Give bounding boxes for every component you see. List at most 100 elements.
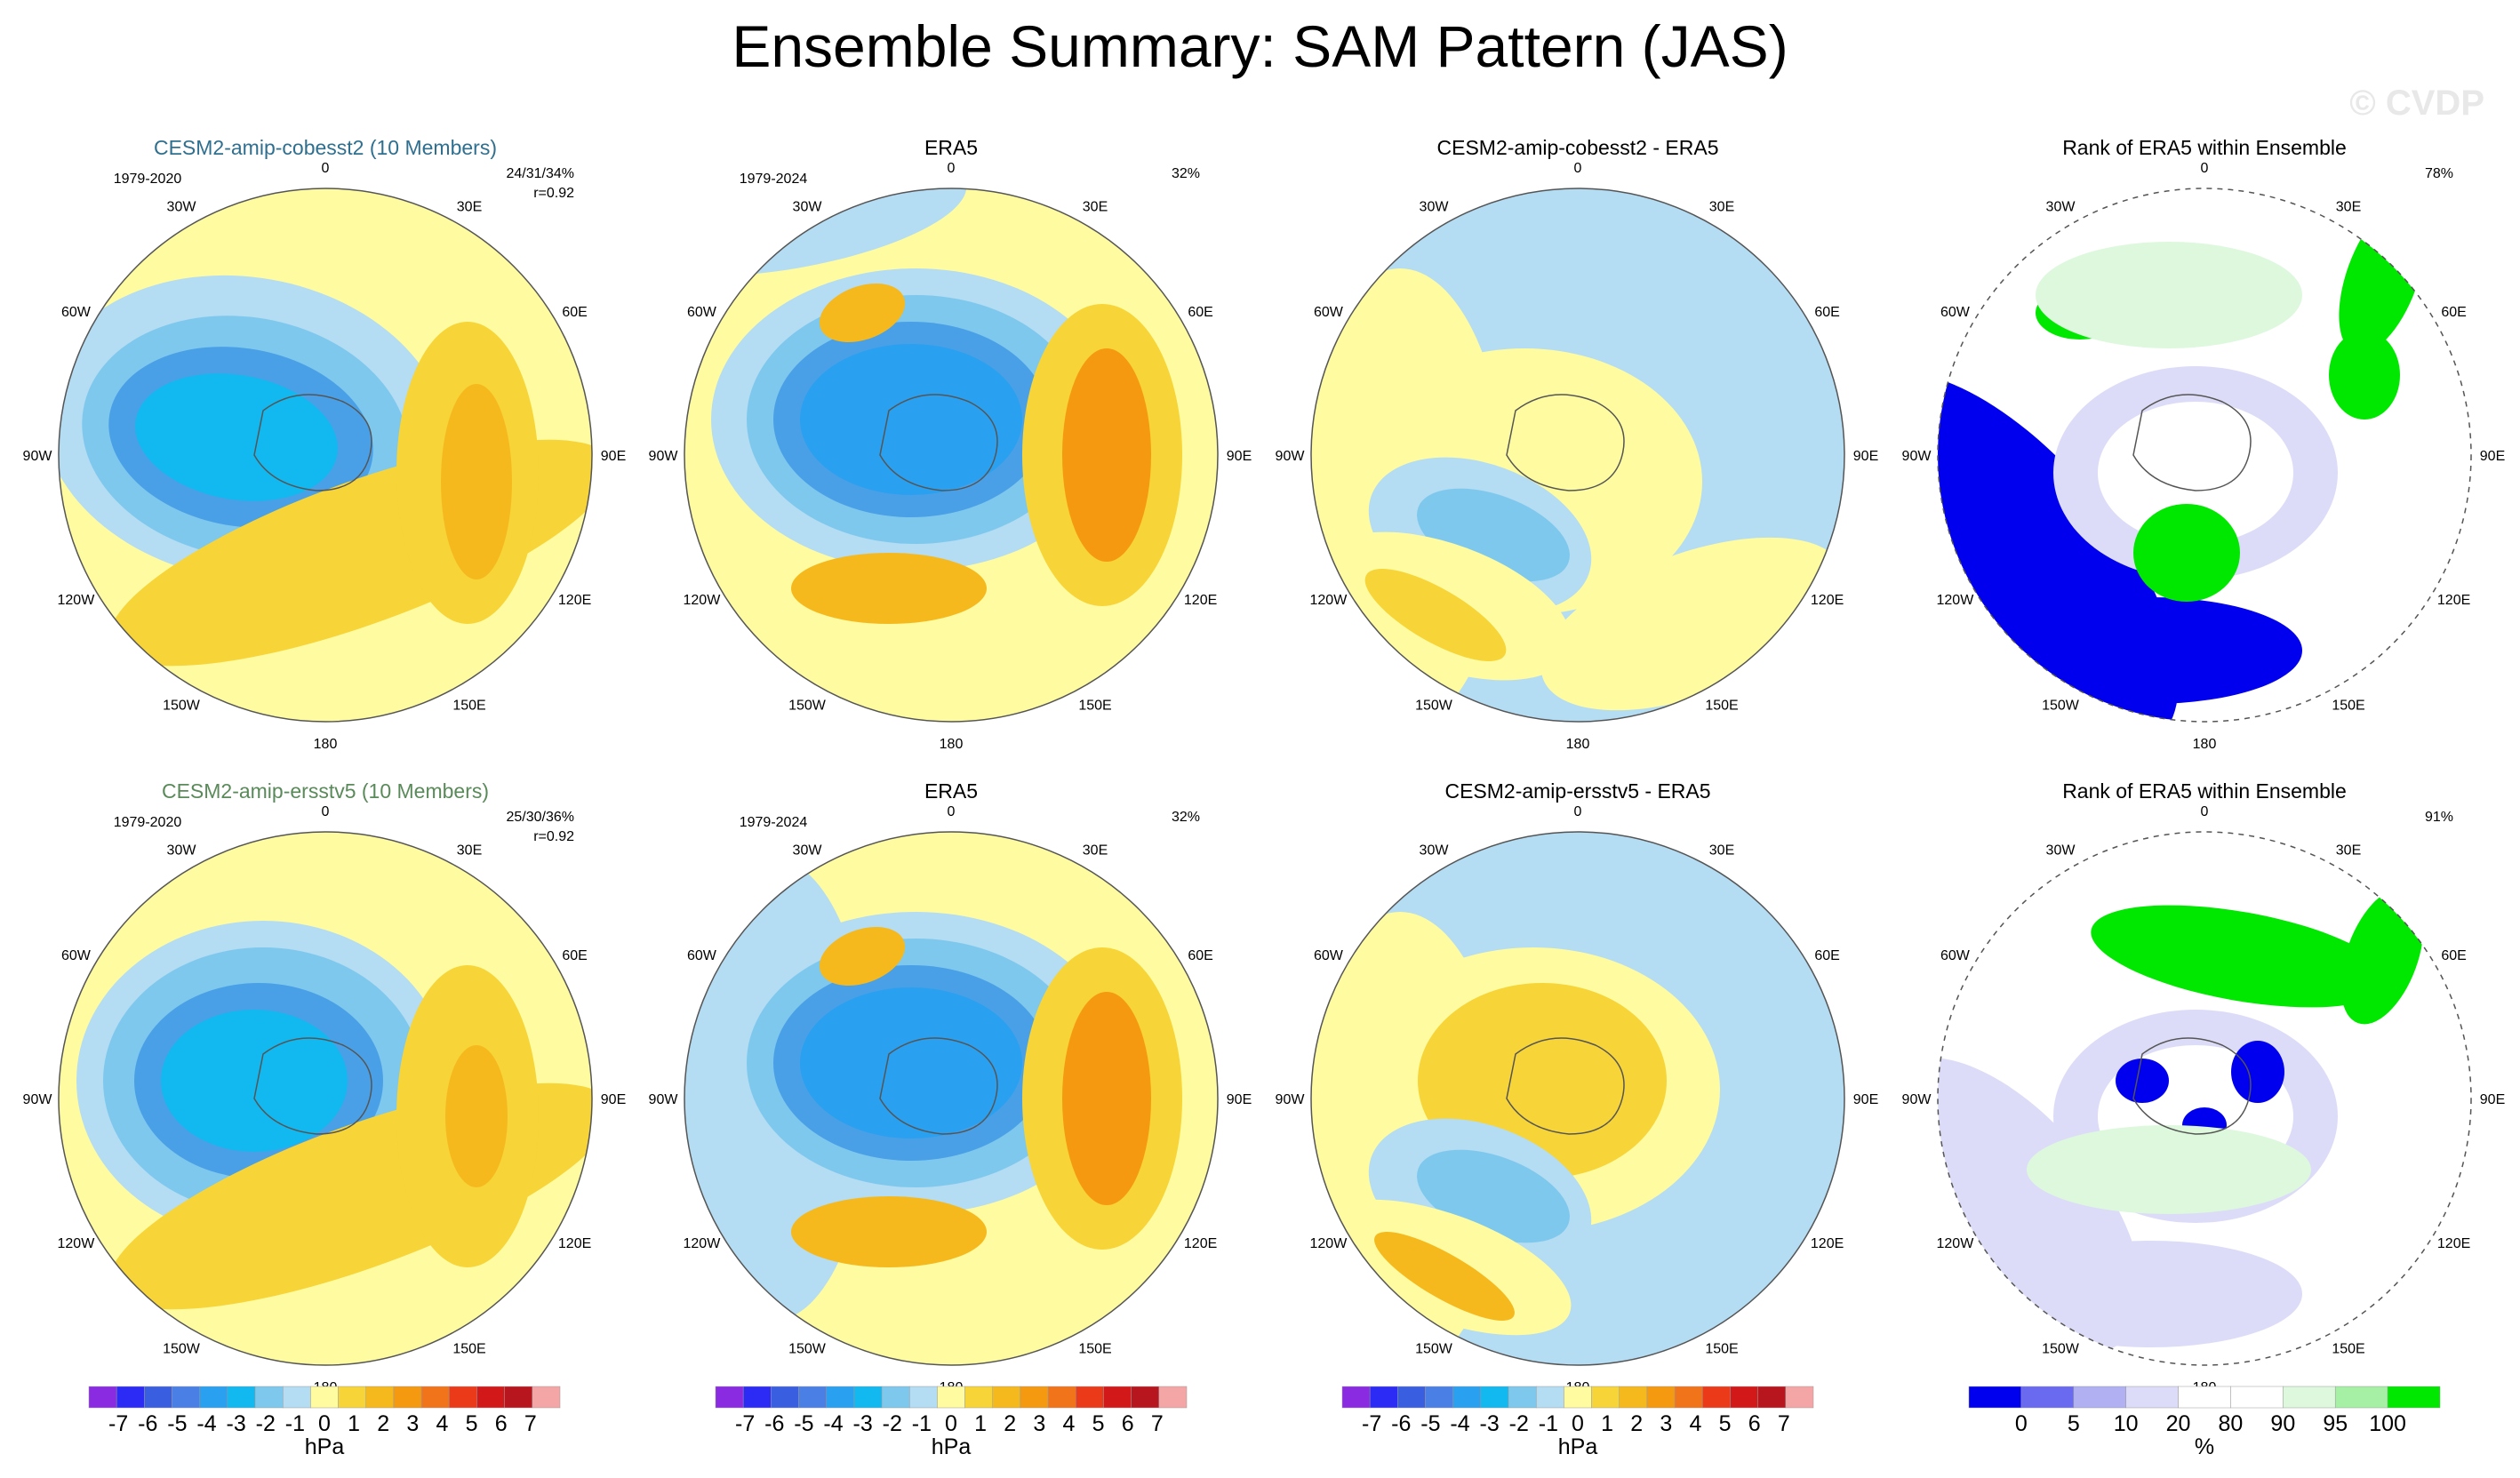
lon-label: 60W: [1314, 305, 1344, 320]
panel-years: 1979-2020: [114, 172, 182, 187]
lon-label: 120W: [684, 1236, 722, 1251]
panel-percent: 78%: [2425, 166, 2453, 181]
colorbar-tick-label: -5: [1420, 1411, 1440, 1436]
map-panel-r2c4: 030E60E90E120E150E180150W120W90W60W30WRa…: [1902, 779, 2506, 1395]
colorbar-swatch: [476, 1386, 505, 1409]
colorbar-swatch: [2334, 1386, 2388, 1409]
lon-label: 30W: [167, 843, 197, 858]
colorbar-swatch: [1968, 1386, 2022, 1409]
lon-label: 90W: [1276, 449, 1306, 464]
lon-label: 90W: [649, 449, 679, 464]
colorbar-tick-label: 0: [945, 1411, 957, 1436]
lon-label: 0: [1574, 804, 1582, 819]
lon-label: 180: [1566, 737, 1590, 752]
colorbar-swatch: [1757, 1386, 1787, 1409]
contour-region: [819, 927, 906, 986]
lon-label: 90W: [1902, 449, 1932, 464]
colorbar-tick-label: 95: [2323, 1411, 2348, 1436]
antarctica-coastline: [2132, 1037, 2252, 1135]
colorbar-swatch: [1591, 1386, 1620, 1409]
colorbar-tick-label: 7: [1151, 1411, 1164, 1436]
colorbar-swatch: [144, 1386, 172, 1409]
antarctica-coastline: [879, 1037, 998, 1135]
colorbar-tick-label: -1: [912, 1411, 932, 1436]
lon-label: 0: [2201, 804, 2209, 819]
colorbar-tick-label: 4: [1690, 1411, 1702, 1436]
map-boundary: [58, 831, 593, 1366]
colorbar-swatch: [853, 1386, 883, 1409]
colorbar-tick-label: -2: [1509, 1411, 1529, 1436]
colorbar-swatch: [1452, 1386, 1482, 1409]
colorbar-swatch: [1397, 1386, 1426, 1409]
colorbar-tick-label: 6: [495, 1411, 508, 1436]
panel-percent: 91%: [2425, 810, 2453, 825]
colorbar-tick-label: 7: [1778, 1411, 1790, 1436]
lon-label: 90E: [1853, 1092, 1878, 1107]
map-boundary: [1937, 188, 2472, 723]
contour-region: [1062, 992, 1151, 1205]
lon-label: 30W: [2046, 199, 2076, 214]
colorbar-swatch: [1730, 1386, 1758, 1409]
figure-title: Ensemble Summary: SAM Pattern (JAS): [732, 13, 1788, 79]
map-field: [684, 832, 1218, 1365]
colorbar-swatch: [365, 1386, 395, 1409]
map-boundary: [684, 188, 1219, 723]
map-boundary: [1937, 831, 2472, 1366]
colorbar-rank: 0 5 10 20 80 90 95 100%: [1968, 1386, 2441, 1459]
colorbar-tick-label: 1: [1601, 1411, 1613, 1436]
colorbar-swatch: [1047, 1386, 1076, 1409]
contour-region: [2000, 1241, 2302, 1347]
map-field: [1311, 188, 1844, 722]
colorbar-tick-label: 2: [1630, 1411, 1643, 1436]
lon-label: 120E: [558, 1236, 591, 1251]
colorbar-swatch: [1674, 1386, 1703, 1409]
lon-label: 90W: [23, 449, 53, 464]
colorbar-tick-label: 0: [318, 1411, 331, 1436]
lon-label: 150W: [788, 699, 827, 714]
contour-region: [1374, 1232, 1515, 1321]
panel-correlation: r=0.92: [533, 829, 574, 844]
lon-label: 120E: [2437, 593, 2470, 608]
panel-percent: 25/30/36%: [506, 810, 574, 825]
colorbar-swatch: [798, 1386, 827, 1409]
colorbar-tick-label: 3: [1033, 1411, 1045, 1436]
lon-label: 30E: [2336, 843, 2361, 858]
lon-label: 150W: [163, 1342, 201, 1357]
lon-label: 150E: [1078, 1342, 1111, 1357]
colorbar-tick-label: 6: [1122, 1411, 1134, 1436]
colorbar-swatch: [1564, 1386, 1592, 1409]
contour-region: [2116, 1059, 2169, 1103]
colorbar-tick-label: -6: [1391, 1411, 1411, 1436]
colorbar-swatch: [227, 1386, 256, 1409]
colorbar-hpa-3: -7 -6 -5 -4 -3 -2 -1 0 1 2 3 4 5 6 7 hPa: [1341, 1386, 1814, 1459]
lon-label: 180: [2193, 737, 2217, 752]
colorbar-swatch: [1535, 1386, 1564, 1409]
lon-label: 60E: [562, 948, 587, 963]
contour-region: [791, 1196, 987, 1267]
lon-label: 30E: [1709, 199, 1734, 214]
lon-label: 60W: [1940, 948, 1971, 963]
lon-label: 30E: [1709, 843, 1734, 858]
colorbar-tick-label: 10: [2114, 1411, 2139, 1436]
map-field: [1938, 188, 2471, 722]
contour-region: [2098, 402, 2293, 544]
antarctica-coastline: [253, 394, 372, 491]
colorbar-swatch: [1158, 1386, 1188, 1409]
lon-label: 60E: [2441, 305, 2466, 320]
contour-region: [2231, 1041, 2284, 1103]
contour-region: [800, 344, 1022, 495]
map-boundary: [684, 831, 1219, 1366]
colorbar-tick-label: -6: [764, 1411, 784, 1436]
lon-label: 150W: [788, 1342, 827, 1357]
lon-label: 30E: [1083, 843, 1108, 858]
map-boundary: [58, 188, 593, 723]
colorbar-tick-label: -5: [794, 1411, 813, 1436]
lon-label: 30W: [793, 199, 823, 214]
lon-label: 30E: [1083, 199, 1108, 214]
panel-title: CESM2-amip-cobesst2 - ERA5: [1437, 136, 1719, 159]
lon-label: 60E: [1814, 948, 1839, 963]
colorbar-tick-label: -1: [285, 1411, 305, 1436]
contour-region: [135, 373, 338, 501]
colorbar-swatch: [1076, 1386, 1104, 1409]
